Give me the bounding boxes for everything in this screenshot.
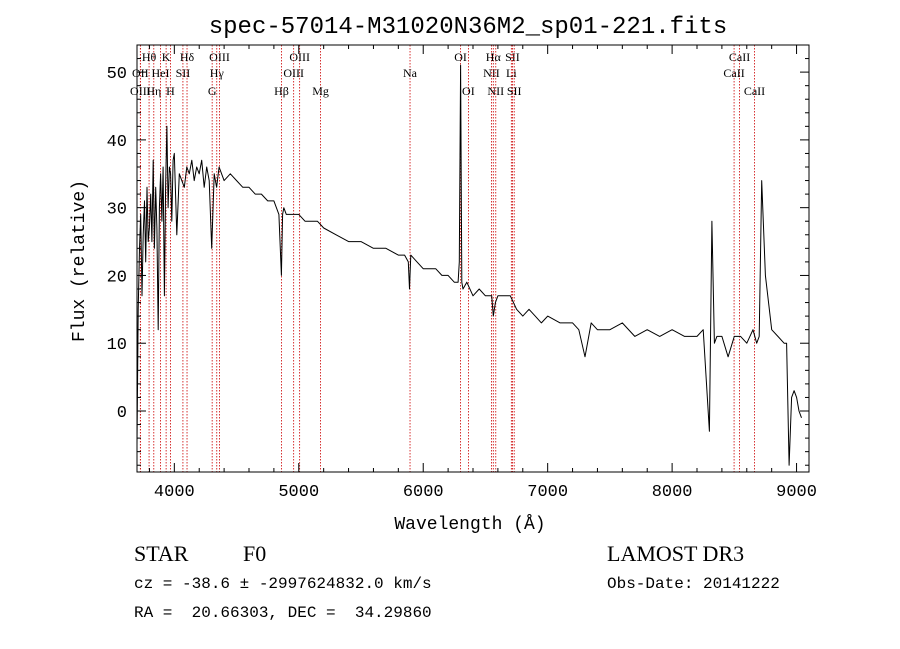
line-marker-label-17: OI — [454, 50, 467, 64]
line-marker-label-13: OIII — [283, 66, 304, 80]
x-tick-label-2: 6000 — [403, 483, 444, 502]
line-marker-label-25: CaII — [729, 50, 750, 64]
line-marker-label-0: Hθ — [142, 50, 157, 64]
line-marker-label-12: Hβ — [274, 84, 289, 98]
line-marker-label-27: CaII — [744, 84, 765, 98]
obs-date: Obs-Date: 20141222 — [607, 575, 780, 593]
line-marker-label-22: SII — [505, 50, 520, 64]
survey-name: LAMOST DR3 — [607, 541, 745, 566]
line-marker-label-18: OI — [462, 84, 475, 98]
x-tick-label-4: 8000 — [652, 483, 693, 502]
x-tick-label-1: 5000 — [278, 483, 319, 502]
y-tick-label-3: 30 — [107, 201, 127, 220]
series-line-0 — [136, 64, 802, 466]
x-tick-label-3: 7000 — [527, 483, 568, 502]
line-marker-label-20: NII — [487, 84, 504, 98]
x-axis-label: Wavelength (Å) — [394, 514, 545, 535]
line-marker-label-21: Hα — [486, 50, 502, 64]
line-marker-label-15: Mg — [312, 84, 329, 98]
chart-title: spec-57014-M31020N36M2_sp01-221.fits — [209, 14, 727, 41]
velocity-readout: cz = -38.6 ± -2997624832.0 km/s — [134, 575, 432, 593]
y-tick-label-0: 0 — [117, 404, 127, 423]
line-marker-label-5: K — [162, 50, 171, 64]
line-marker-label-26: CaII — [723, 66, 744, 80]
line-marker-label-2: Hη — [146, 84, 161, 98]
line-marker-label-4: HeI — [152, 66, 170, 80]
line-marker-label-16: Na — [403, 66, 418, 80]
y-tick-label-5: 50 — [107, 65, 127, 84]
x-tick-label-0: 4000 — [154, 483, 195, 502]
line-marker-label-7: SII — [176, 66, 191, 80]
line-marker-label-10: Hγ — [210, 66, 225, 80]
line-marker-label-8: Hδ — [180, 50, 195, 64]
line-marker-label-24: SII — [507, 84, 522, 98]
line-marker-label-23: Li — [506, 66, 517, 80]
coordinates: RA = 20.66303, DEC = 34.29860 — [134, 604, 432, 622]
plot-area: HθOIIHηOIIIHeIKHSIIHδGHγOIIIHβOIIIOIIIMg… — [107, 44, 817, 502]
line-marker-label-14: OIII — [289, 50, 310, 64]
y-tick-label-2: 20 — [107, 268, 127, 287]
object-class: STAR — [134, 541, 189, 566]
line-marker-label-3: OIII — [130, 84, 151, 98]
line-marker-label-11: OIII — [209, 50, 230, 64]
y-tick-label-1: 10 — [107, 336, 127, 355]
line-marker-label-9: G — [208, 84, 217, 98]
y-axis-label: Flux (relative) — [70, 180, 90, 342]
line-marker-label-19: NII — [483, 66, 500, 80]
y-tick-label-4: 40 — [107, 133, 127, 152]
object-subclass: F0 — [243, 541, 267, 566]
line-marker-label-6: H — [166, 84, 175, 98]
x-tick-label-5: 9000 — [776, 483, 817, 502]
